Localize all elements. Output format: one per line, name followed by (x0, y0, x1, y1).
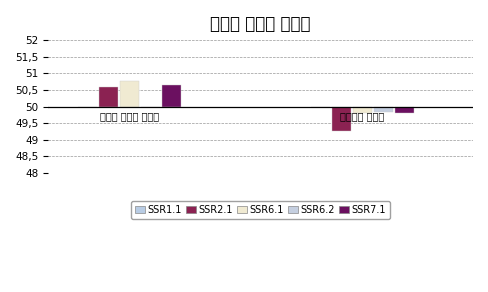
Bar (99, 87, 118, 107)
Bar (332, 107, 351, 131)
Text: 기능과의 연관성: 기능과의 연관성 (340, 111, 385, 121)
Text: 물리적 구조의 충실도: 물리적 구조의 충실도 (100, 111, 159, 121)
Bar (120, 81, 139, 107)
Legend: SSR1.1, SSR2.1, SSR6.1, SSR6.2, SSR7.1: SSR1.1, SSR2.1, SSR6.1, SSR6.2, SSR7.1 (131, 201, 390, 219)
Title: 물리적 구조의 적합성: 물리적 구조의 적합성 (210, 15, 311, 33)
Bar (395, 107, 414, 113)
Bar (353, 107, 372, 113)
Bar (374, 107, 393, 112)
Bar (162, 85, 181, 107)
